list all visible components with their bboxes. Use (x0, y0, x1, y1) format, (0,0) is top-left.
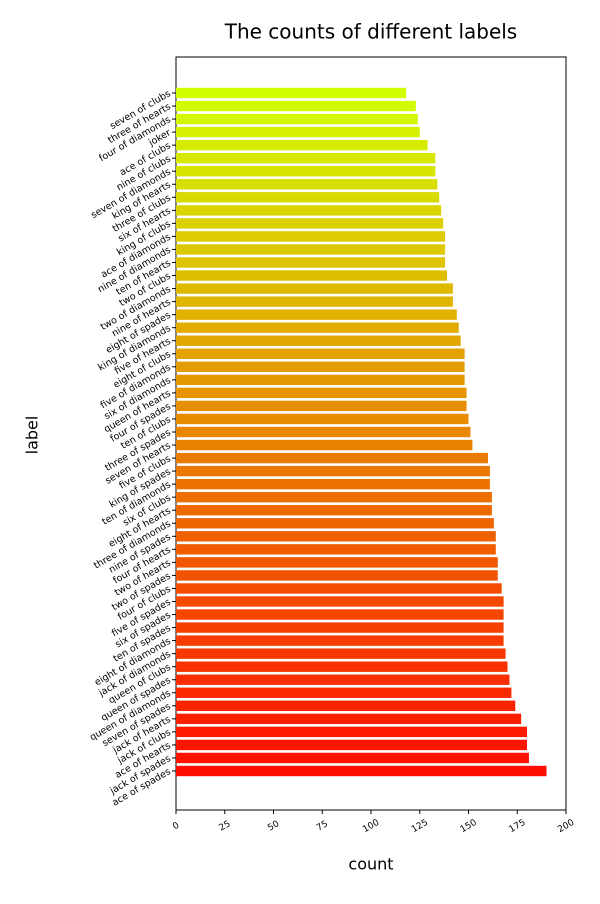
bar (176, 752, 529, 764)
bar (176, 570, 498, 581)
bar (176, 87, 407, 99)
bar (176, 713, 522, 725)
bar (176, 126, 420, 138)
bar (176, 739, 527, 751)
bar (176, 335, 461, 346)
x-tick-label: 125 (410, 818, 430, 835)
x-tick-label: 50 (266, 819, 281, 834)
bar (176, 205, 442, 216)
bar (176, 192, 440, 203)
bar (176, 113, 418, 125)
bar (176, 557, 498, 568)
bar (176, 348, 465, 359)
x-tick-label: 150 (459, 818, 479, 835)
bar (176, 179, 438, 190)
bar (176, 322, 459, 333)
x-tick-label: 75 (315, 819, 330, 833)
bar (176, 661, 508, 672)
x-tick-label: 175 (508, 818, 528, 835)
bar (176, 491, 492, 503)
bar (176, 583, 502, 594)
bar (176, 648, 506, 659)
bar (176, 387, 467, 399)
bar (176, 283, 453, 294)
bar (176, 270, 448, 281)
bar (176, 400, 467, 412)
bar (176, 139, 428, 151)
bar (176, 544, 496, 555)
bar (176, 231, 446, 242)
x-tick-label: 200 (556, 818, 576, 835)
bar (176, 296, 453, 307)
bar (176, 152, 436, 164)
bar (176, 478, 490, 490)
bar (176, 465, 490, 477)
x-axis-label: count (348, 855, 393, 874)
bar (176, 687, 512, 698)
bar (176, 765, 547, 777)
y-axis-label: label (23, 416, 42, 455)
x-tick-label: 25 (218, 819, 233, 833)
bar (176, 374, 465, 386)
bar (176, 426, 471, 438)
bar (176, 257, 446, 268)
bar (176, 518, 494, 529)
bar (176, 622, 504, 633)
x-tick-label: 100 (361, 818, 381, 835)
bar (176, 309, 457, 320)
bar (176, 505, 492, 516)
bar (176, 700, 516, 712)
bar (176, 439, 473, 451)
bar (176, 531, 496, 542)
bar (176, 218, 444, 229)
bar (176, 166, 436, 177)
chart-title: The counts of different labels (224, 20, 517, 44)
bar (176, 413, 469, 425)
bar (176, 726, 527, 738)
bar (176, 361, 465, 373)
bar (176, 244, 446, 255)
bar (176, 452, 488, 464)
bar (176, 596, 504, 607)
x-tick-label: 0 (171, 821, 181, 833)
bar (176, 609, 504, 620)
bar (176, 635, 504, 646)
bar (176, 100, 416, 112)
bar (176, 674, 510, 685)
